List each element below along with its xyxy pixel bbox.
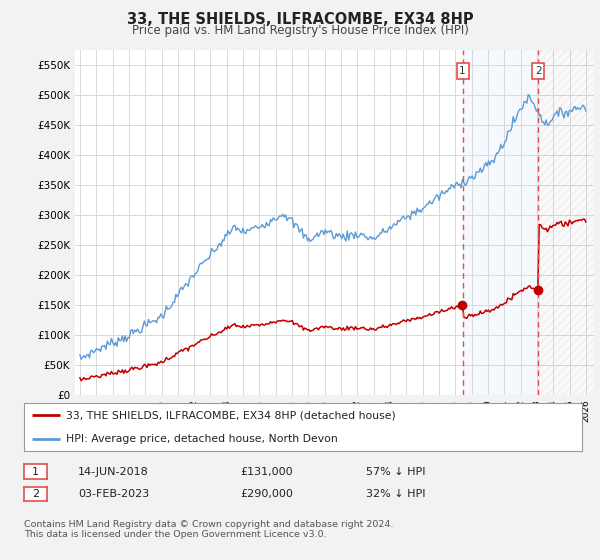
Text: £131,000: £131,000: [240, 466, 293, 477]
Text: £290,000: £290,000: [240, 489, 293, 499]
Text: 14-JUN-2018: 14-JUN-2018: [78, 466, 149, 477]
Text: 2: 2: [535, 66, 542, 76]
Bar: [538, 50, 594, 395]
Text: 33, THE SHIELDS, ILFRACOMBE, EX34 8HP (detached house): 33, THE SHIELDS, ILFRACOMBE, EX34 8HP (d…: [66, 410, 395, 420]
Text: 2: 2: [32, 489, 39, 499]
Text: 1: 1: [460, 66, 466, 76]
Bar: [463, 50, 538, 395]
Text: Contains HM Land Registry data © Crown copyright and database right 2024.
This d: Contains HM Land Registry data © Crown c…: [24, 520, 394, 539]
Text: 03-FEB-2023: 03-FEB-2023: [78, 489, 149, 499]
Text: Price paid vs. HM Land Registry's House Price Index (HPI): Price paid vs. HM Land Registry's House …: [131, 24, 469, 37]
Text: 57% ↓ HPI: 57% ↓ HPI: [366, 466, 425, 477]
Text: 32% ↓ HPI: 32% ↓ HPI: [366, 489, 425, 499]
Text: HPI: Average price, detached house, North Devon: HPI: Average price, detached house, Nort…: [66, 434, 338, 444]
Bar: [538, 50, 594, 395]
Text: 1: 1: [32, 466, 39, 477]
Text: 33, THE SHIELDS, ILFRACOMBE, EX34 8HP: 33, THE SHIELDS, ILFRACOMBE, EX34 8HP: [127, 12, 473, 27]
